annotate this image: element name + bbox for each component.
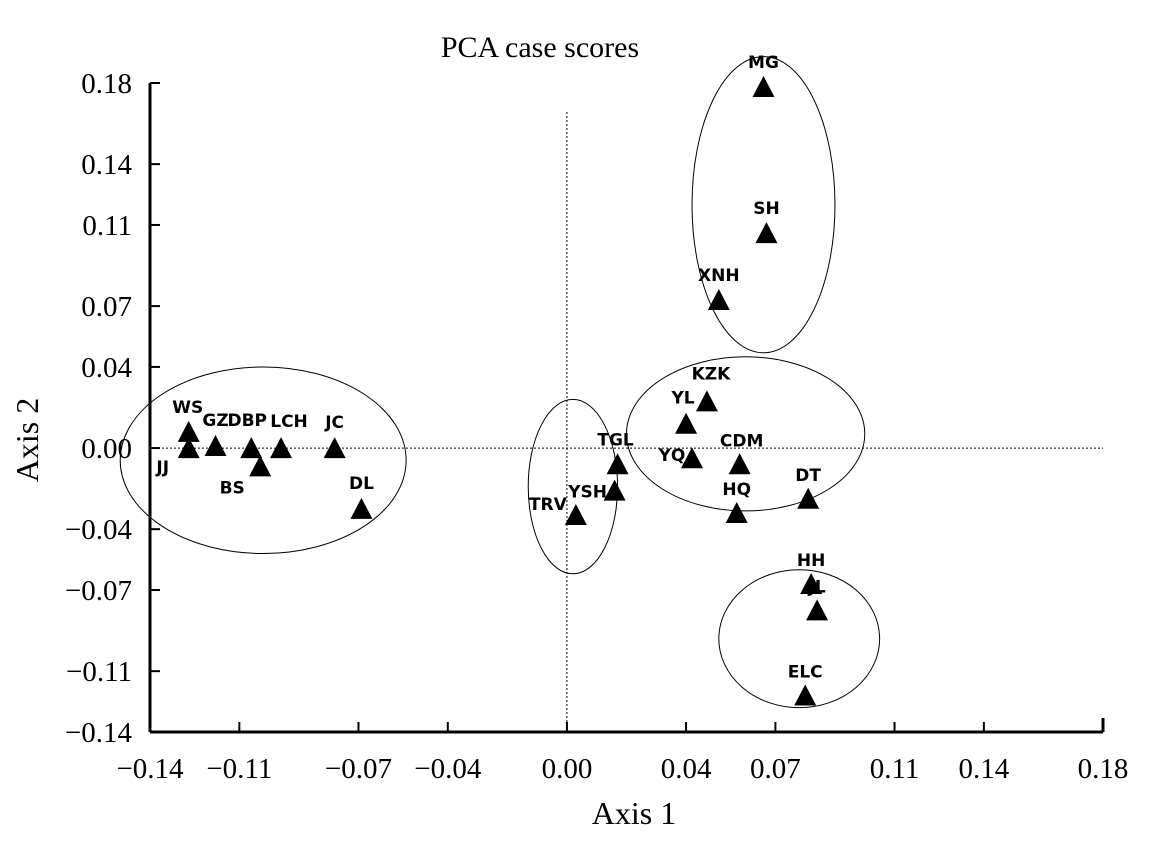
y-tick-label: −0.14	[65, 717, 133, 749]
point-label-sh: SH	[753, 199, 779, 219]
group-ellipse-3	[718, 569, 881, 709]
reference-lines	[150, 112, 1103, 732]
point-marker-ws	[177, 420, 200, 442]
point-marker-lch	[270, 437, 293, 459]
group-ellipses	[119, 56, 881, 709]
point-marker-cdm	[728, 453, 751, 475]
point-label-trv: TRV	[529, 495, 568, 515]
x-tick-label: 0.00	[542, 753, 593, 785]
point-marker-jj	[177, 437, 200, 459]
point-label-tgl: TGL	[597, 430, 634, 450]
y-tick-label: 0.11	[82, 210, 132, 242]
x-tick-label: 0.14	[959, 753, 1010, 785]
y-tick-label: −0.07	[65, 575, 132, 607]
y-tick-label: 0.00	[81, 433, 132, 465]
point-marker-kzk	[695, 390, 718, 412]
point-marker-hh	[800, 572, 823, 594]
point-label-xnh: XNH	[698, 266, 740, 286]
x-tick-label: −0.14	[116, 753, 184, 785]
group-ellipse-5	[119, 366, 407, 555]
chart-title: PCA case scores	[441, 31, 639, 64]
point-marker-jc	[323, 437, 346, 459]
point-label-ysh: YSH	[567, 483, 607, 503]
group-ellipse-2	[626, 356, 866, 512]
point-label-hh: HH	[797, 551, 825, 571]
axes: −0.14 −0.11 −0.07 −0.04 0.00 0.04 0.07 0.11 0.14…	[65, 68, 1128, 785]
point-marker-mg	[752, 76, 775, 98]
point-label-yl: YL	[670, 389, 694, 409]
point-marker-dl	[350, 497, 373, 519]
point-label-yq: YQ	[658, 446, 686, 466]
point-marker-bs	[249, 455, 272, 477]
point-marker-dbp	[240, 437, 263, 459]
point-label-dbp: DBP	[227, 411, 267, 431]
x-tick-label: −0.11	[206, 753, 272, 785]
point-marker-sh	[755, 222, 778, 244]
point-label-gz: GZ	[202, 411, 228, 431]
x-tick-label: −0.04	[414, 753, 482, 785]
point-marker-dt	[797, 487, 820, 509]
y-axis-label: Axis 2	[9, 398, 45, 482]
point-marker-jl	[806, 599, 829, 621]
point-label-cdm: CDM	[720, 431, 764, 451]
x-axis-label: Axis 1	[592, 795, 676, 831]
x-tick-label: 0.18	[1078, 753, 1129, 785]
y-tick-label: −0.11	[66, 656, 132, 688]
point-label-jc: JC	[324, 413, 344, 433]
x-tick-label: 0.11	[870, 753, 920, 785]
y-tick-label: 0.04	[81, 352, 132, 384]
point-marker-trv	[564, 503, 587, 525]
point-marker-hq	[725, 501, 748, 523]
point-marker-tgl	[606, 453, 629, 475]
point-label-dl: DL	[349, 474, 374, 494]
point-marker-ysh	[603, 479, 626, 501]
point-label-mg: MG	[748, 53, 779, 73]
point-marker-yl	[675, 412, 698, 434]
group-ellipse-1	[691, 56, 836, 354]
point-marker-yq	[681, 447, 704, 469]
point-label-lch: LCH	[270, 412, 308, 432]
point-label-hq: HQ	[722, 480, 751, 500]
point-marker-xnh	[707, 289, 730, 311]
x-tick-label: −0.07	[325, 753, 392, 785]
y-tick-label: 0.07	[81, 291, 132, 323]
y-tick-label: 0.18	[81, 68, 132, 100]
y-tick-label: 0.14	[81, 149, 132, 181]
point-label-ws: WS	[172, 398, 203, 418]
x-tick-label: 0.04	[661, 753, 712, 785]
point-label-kzk: KZK	[692, 364, 732, 384]
point-marker-elc	[794, 684, 817, 706]
point-label-dt: DT	[795, 466, 821, 486]
y-tick-label: −0.04	[65, 514, 133, 546]
point-label-jj: JJ	[155, 458, 169, 478]
x-tick-label: 0.07	[750, 753, 801, 785]
point-marker-gz	[204, 435, 227, 457]
point-label-jl: JL	[808, 577, 826, 597]
point-label-elc: ELC	[788, 662, 823, 682]
point-label-bs: BS	[220, 478, 245, 498]
